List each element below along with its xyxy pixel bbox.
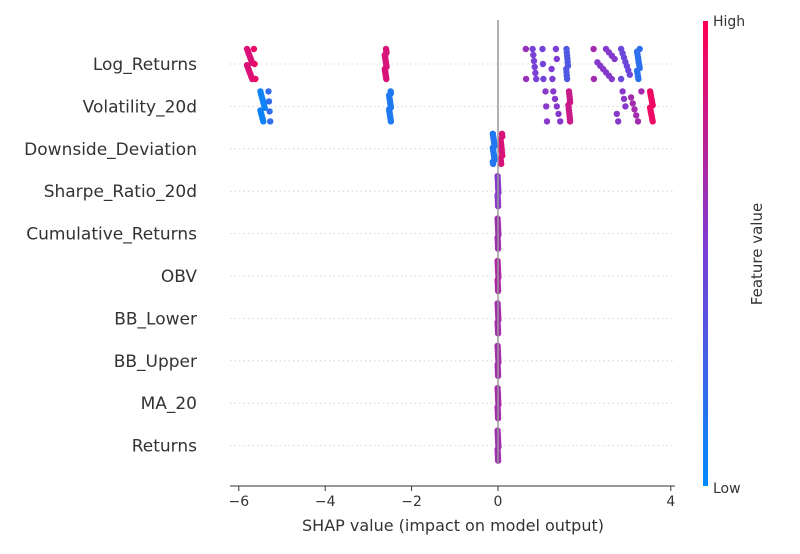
shap-point (626, 71, 633, 78)
shap-point (532, 69, 539, 77)
colorbar-high-label: High (713, 14, 745, 30)
colorbar-low-label: Low (713, 481, 741, 497)
x-tick-label: −2 (401, 494, 422, 510)
x-ticks: −6 −4 −2 0 4 (228, 486, 675, 510)
shap-point (613, 110, 620, 118)
shap-point (489, 160, 497, 167)
shap-point (252, 75, 259, 83)
shap-point (557, 118, 564, 125)
x-axis-label: SHAP value (impact on model output) (302, 516, 604, 535)
shap-point (615, 118, 622, 125)
feature-label: Cumulative_Returns (26, 225, 197, 245)
shap-point (260, 118, 267, 125)
feature-label: BB_Lower (114, 309, 197, 329)
shap-point (634, 118, 642, 125)
shap-point (498, 160, 505, 167)
shap-point (622, 103, 629, 110)
shap-point (540, 75, 547, 83)
x-tick-label: −4 (315, 494, 336, 510)
colorbar-gradient (703, 21, 708, 486)
shap-point (383, 75, 390, 83)
x-tick-label: −6 (228, 494, 249, 510)
shap-point (617, 75, 625, 83)
shap-point (553, 55, 560, 63)
shap-point (638, 88, 645, 95)
shap-point (266, 108, 273, 115)
shap-point (627, 94, 635, 101)
shap-point (542, 88, 549, 95)
shap-point (543, 103, 550, 110)
shap-point (563, 75, 571, 83)
x-tick-label: 4 (666, 494, 675, 510)
shap-point (590, 75, 598, 83)
colorbar: High Low Feature value (703, 14, 766, 497)
shap-point (533, 75, 540, 83)
shap-point (631, 106, 638, 113)
shap-point (539, 45, 546, 53)
shap-point (608, 75, 615, 83)
shap-point (251, 60, 258, 68)
shap-point (566, 118, 574, 125)
shap-points (243, 45, 656, 464)
shap-point (550, 88, 557, 95)
shap-point (265, 98, 273, 105)
x-tick-label: 0 (494, 494, 503, 510)
shap-point (539, 60, 547, 68)
shap-point (552, 45, 560, 53)
shap-point (522, 45, 529, 53)
shap-point (529, 45, 536, 53)
shap-point (649, 118, 656, 125)
shap-point (250, 45, 258, 53)
shap-point (611, 55, 618, 63)
shap-point (267, 118, 274, 125)
shap-point (553, 103, 560, 110)
shap-point (531, 63, 538, 71)
shap-point (590, 45, 597, 53)
shap-point (387, 118, 395, 125)
shap-point (555, 110, 562, 118)
feature-rows: Log_Returns Volatility_20d Downside_Deviat… (24, 55, 675, 457)
feature-label: Returns (132, 437, 197, 457)
feature-label: Log_Returns (93, 55, 197, 75)
feature-label: BB_Upper (114, 352, 197, 372)
colorbar-title: Feature value (748, 203, 766, 305)
shap-point (543, 118, 551, 125)
shap-point (530, 51, 537, 59)
shap-point (522, 75, 530, 83)
shap-point (629, 100, 636, 107)
feature-label: MA_20 (141, 394, 197, 414)
shap-point (549, 75, 556, 83)
feature-label: Volatility_20d (83, 97, 197, 117)
feature-label: Downside_Deviation (24, 140, 197, 160)
feature-label: Sharpe_Ratio_20d (44, 182, 197, 202)
shap-point (530, 57, 538, 65)
shap-point (548, 65, 555, 73)
shap-point (551, 95, 559, 103)
shap-point (633, 112, 640, 119)
shap-point (619, 88, 626, 95)
x-axis: −6 −4 −2 0 4 SHAP value (impact on model out… (228, 485, 675, 535)
feature-label: OBV (161, 267, 198, 287)
shap-point (635, 75, 642, 83)
shap-point (265, 88, 272, 95)
shap-point (620, 95, 628, 103)
